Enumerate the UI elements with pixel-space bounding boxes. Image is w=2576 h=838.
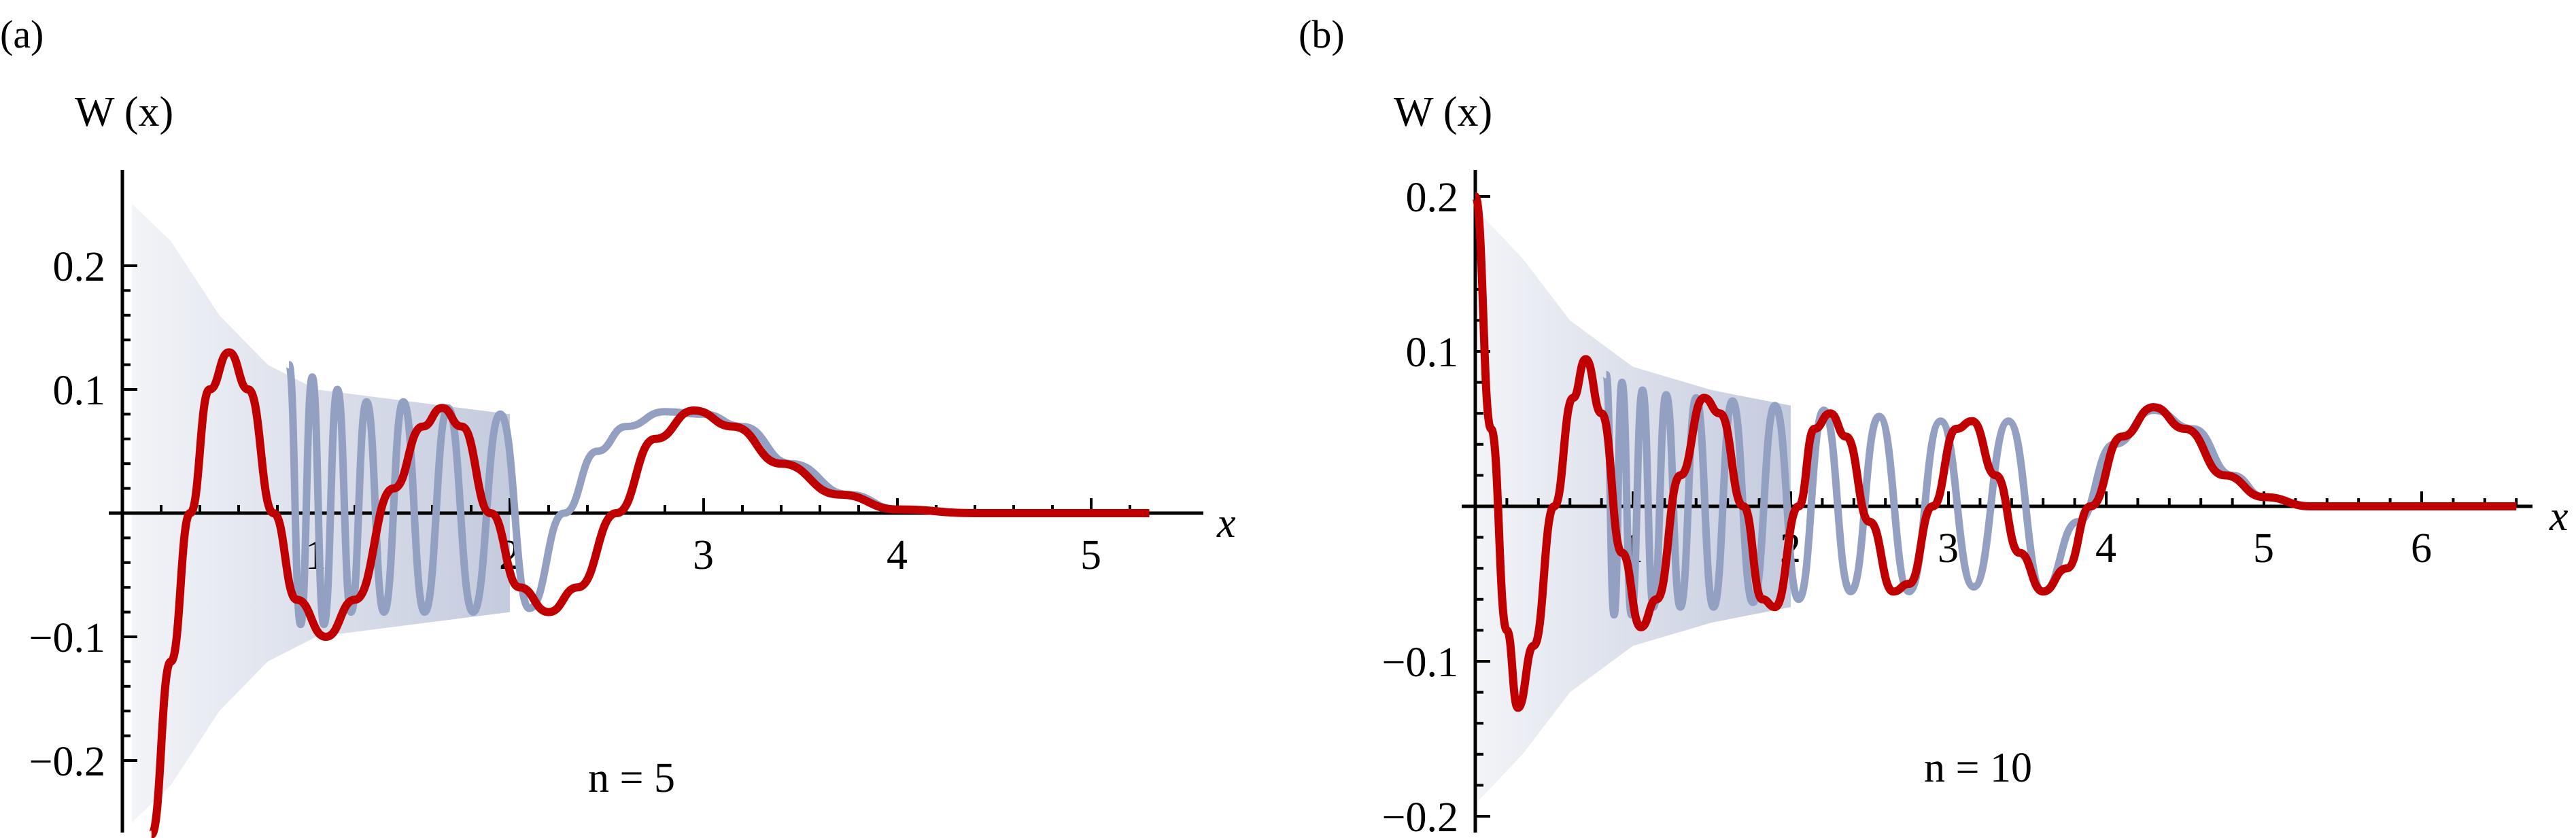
- x-tick-label: 5: [1080, 532, 1101, 578]
- panel-a: (a) W (x) x n = 5 1 2 3 4 5−0.2−0.10.10.2: [0, 12, 1236, 838]
- series-approx-line: [1602, 370, 2517, 619]
- panel-b-x-axis-label: x: [2549, 493, 2569, 540]
- panel-a-x-axis-label: x: [1216, 500, 1236, 546]
- y-tick-label: −0.1: [1382, 640, 1458, 686]
- y-tick-label: 0.1: [53, 368, 106, 414]
- panel-a-plot-area: 1 2 3 4 5−0.2−0.10.10.2: [29, 170, 1203, 838]
- panel-b-annotation: n = 10: [1924, 745, 2032, 791]
- x-tick-label: 3: [693, 532, 714, 578]
- panel-a-tag: (a): [0, 12, 44, 56]
- x-tick-label: 4: [887, 532, 908, 578]
- y-tick-label: −0.2: [29, 739, 105, 785]
- x-tick-label: 3: [1938, 525, 1959, 572]
- y-tick-label: −0.2: [1382, 795, 1458, 838]
- series-exact-line: [1471, 192, 2517, 712]
- x-tick-label: 4: [2095, 525, 2116, 572]
- panel-a-annotation: n = 5: [588, 755, 675, 801]
- panel-b: (b) W (x) x n = 10 1 2 3 4 5 6−0.2−0.10.10.2: [1299, 12, 2569, 838]
- panel-b-tag: (b): [1299, 12, 1345, 56]
- series-exact-line: [147, 348, 1150, 838]
- y-tick-label: −0.1: [29, 615, 105, 661]
- panel-a-y-axis-label: W (x): [75, 89, 173, 135]
- y-tick-label: 0.1: [1406, 330, 1459, 376]
- y-tick-label: 0.2: [53, 244, 106, 290]
- x-tick-label: 5: [2253, 525, 2274, 572]
- panel-b-y-axis-label: W (x): [1394, 89, 1492, 135]
- panel-b-plot-area: 1 2 3 4 5 6−0.2−0.10.10.2: [1382, 170, 2532, 838]
- y-tick-label: 0.2: [1406, 175, 1459, 221]
- x-tick-label: 6: [2411, 525, 2432, 572]
